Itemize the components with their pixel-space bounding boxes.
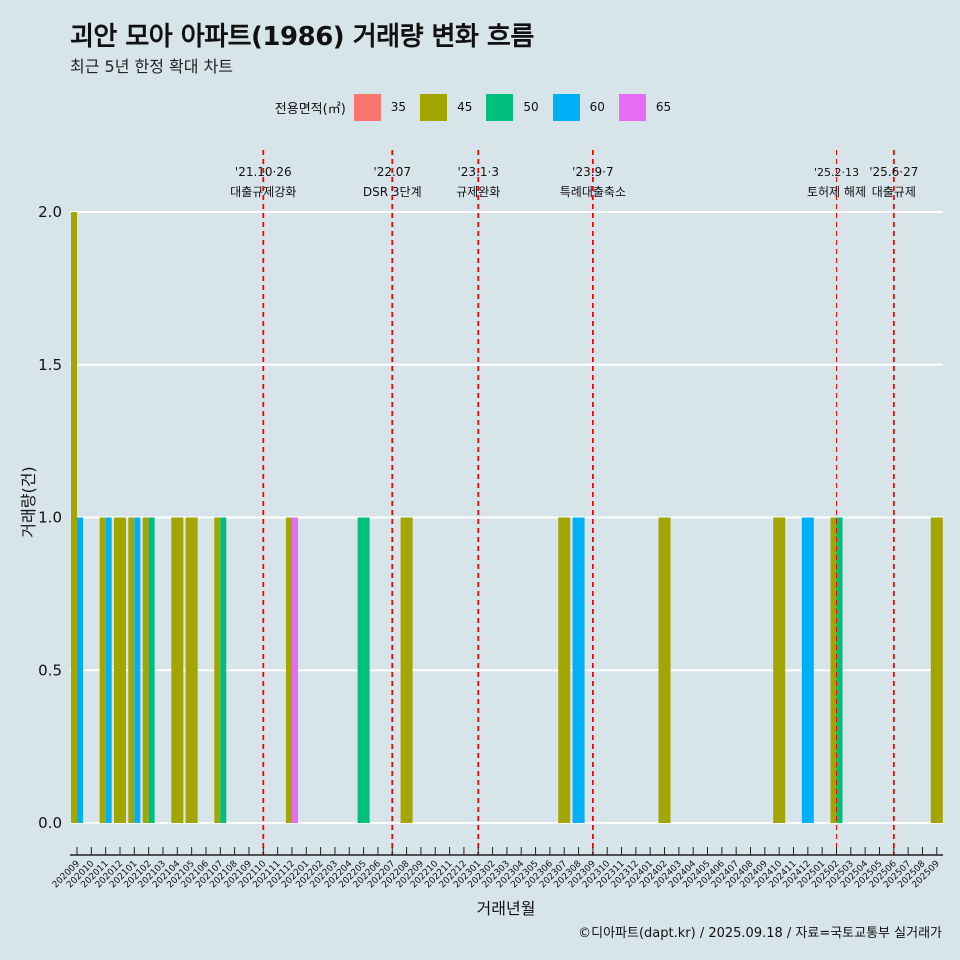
bar-202105-45 — [185, 517, 198, 823]
y-tick-label: 1.0 — [38, 509, 62, 527]
legend-title: 전용면적(㎡) — [274, 101, 346, 117]
event-label-202506: 대출규제 — [872, 185, 916, 199]
bar-202502-45 — [830, 517, 837, 823]
bar-202308-60 — [572, 517, 585, 823]
legend-label-50: 50 — [523, 100, 539, 114]
event-date-202207: '22.07 — [373, 165, 411, 179]
legend-item-65: 65 — [618, 93, 672, 121]
y-tick-label: 0.5 — [38, 661, 62, 679]
event-label-202207: DSR 3단계 — [363, 185, 422, 199]
bar-202011-45 — [99, 517, 106, 823]
event-date-202502: '25.2·13 — [814, 166, 859, 179]
bar-202410-45 — [773, 517, 786, 823]
bar-202107-50 — [220, 517, 227, 823]
event-label-202110: 대출규제강화 — [230, 185, 296, 199]
bar-202009-60 — [77, 517, 83, 823]
legend-label-60: 60 — [589, 100, 605, 114]
legend-swatch-45 — [420, 93, 448, 121]
y-tick-label: 1.5 — [38, 356, 62, 374]
legend-swatch-65 — [618, 93, 646, 121]
event-date-202301: '23.1·3 — [458, 165, 499, 179]
bar-202104-45 — [171, 517, 184, 823]
bar-202509-45 — [930, 517, 943, 823]
legend-item-50: 50 — [486, 93, 539, 121]
event-date-202506: '25.6·27 — [869, 165, 918, 179]
legend-swatch-35 — [353, 93, 381, 121]
chart-title: 괴안 모아 아파트(1986) 거래량 변화 흐름 — [70, 22, 534, 52]
legend-item-35: 35 — [353, 93, 407, 121]
chart-subtitle: 최근 5년 한정 확대 차트 — [70, 57, 234, 76]
bar-202102-45 — [142, 517, 149, 823]
bar-202101-45 — [128, 517, 135, 823]
bar-202205-50 — [357, 517, 370, 823]
bar-202402-45 — [658, 517, 671, 823]
legend-item-60: 60 — [552, 93, 605, 121]
legend-swatch-60 — [552, 93, 580, 121]
legend-label-35: 35 — [390, 100, 407, 114]
bar-202412-60 — [801, 517, 814, 823]
legend-swatch-50 — [486, 93, 514, 121]
bar-202011-60 — [105, 517, 112, 823]
bar-202102-50 — [148, 517, 155, 823]
bar-202012-45 — [113, 517, 126, 823]
bar-202101-60 — [134, 517, 141, 823]
legend: 전용면적(㎡) 35 45 50 60 65 — [0, 92, 960, 122]
event-date-202309: '23.9·7 — [572, 165, 613, 179]
bar-202307-45 — [558, 517, 571, 823]
bar-202112-65 — [291, 517, 298, 823]
legend-item-45: 45 — [420, 93, 473, 121]
x-axis-title: 거래년월 — [477, 899, 536, 918]
bar-202107-45 — [214, 517, 221, 823]
bar-202502-50 — [836, 517, 843, 823]
y-tick-label: 2.0 — [38, 203, 62, 221]
source-caption: ©디아파트(dapt.kr) / 2025.09.18 / 자료=국토교통부 실… — [578, 926, 942, 941]
event-date-202110: '21.10·26 — [235, 165, 292, 179]
event-label-202309: 특례대출축소 — [560, 185, 626, 199]
bar-202112-45 — [285, 517, 292, 823]
bar-202208-45 — [400, 517, 413, 823]
legend-label-65: 65 — [655, 100, 672, 114]
bar-202009-45 — [71, 212, 77, 823]
y-tick-label: 0.0 — [38, 814, 62, 832]
legend-label-45: 45 — [457, 100, 473, 114]
event-label-202301: 규제완화 — [456, 185, 500, 199]
event-label-202502: 토허제 해제 — [807, 185, 866, 199]
y-axis-title: 거래량(건) — [19, 466, 38, 537]
